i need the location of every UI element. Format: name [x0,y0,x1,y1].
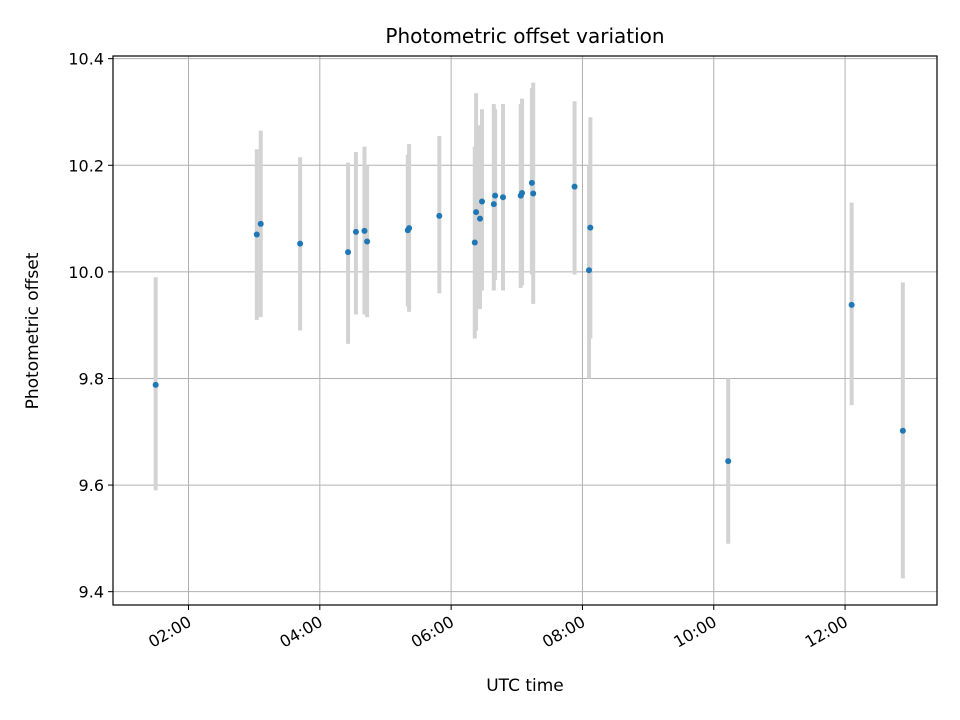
x-axis-ticks: 02:00 04:00 06:00 08:00 10:00 12:00 [145,605,851,652]
y-tick-label: 10.0 [68,263,104,282]
data-point [436,212,443,219]
y-axis-label: Photometric offset [23,252,43,409]
data-point [528,179,535,186]
data-point [492,192,499,199]
chart-title: Photometric offset variation [385,24,664,48]
data-point [361,227,368,234]
data-point [725,458,732,465]
x-tick-label: 08:00 [539,612,588,652]
data-point [473,209,480,216]
data-point [257,220,264,227]
grid-lines [113,56,937,605]
data-point [477,215,484,222]
data-point [490,201,497,208]
y-tick-label: 10.2 [68,156,104,175]
data-point [587,224,594,231]
data-point [364,238,371,245]
y-tick-label: 9.4 [79,583,104,602]
data-point [848,301,855,308]
data-point [478,198,485,205]
x-tick-label: 12:00 [802,612,851,652]
data-point [471,239,478,246]
data-point [519,189,526,196]
y-tick-label: 10.4 [68,50,104,69]
y-tick-label: 9.8 [79,369,104,388]
data-point [571,183,578,190]
error-bars [153,82,905,579]
x-tick-label: 06:00 [408,612,457,652]
data-point [406,225,413,232]
data-point [253,231,260,238]
x-tick-label: 02:00 [145,612,194,652]
data-point [352,228,359,235]
y-tick-label: 9.6 [79,476,104,495]
data-point [586,267,593,274]
data-point [345,249,352,256]
data-point [297,240,304,247]
x-axis-label: UTC time [486,676,564,696]
x-tick-label: 04:00 [276,612,325,652]
data-points [152,179,906,465]
data-point [152,381,159,388]
data-point [500,194,507,201]
x-tick-label: 10:00 [670,612,719,652]
y-axis-ticks: 9.4 9.6 9.8 10.0 10.2 10.4 [68,50,113,602]
data-point [899,427,906,434]
plot-frame [112,55,938,606]
data-point [530,190,537,197]
